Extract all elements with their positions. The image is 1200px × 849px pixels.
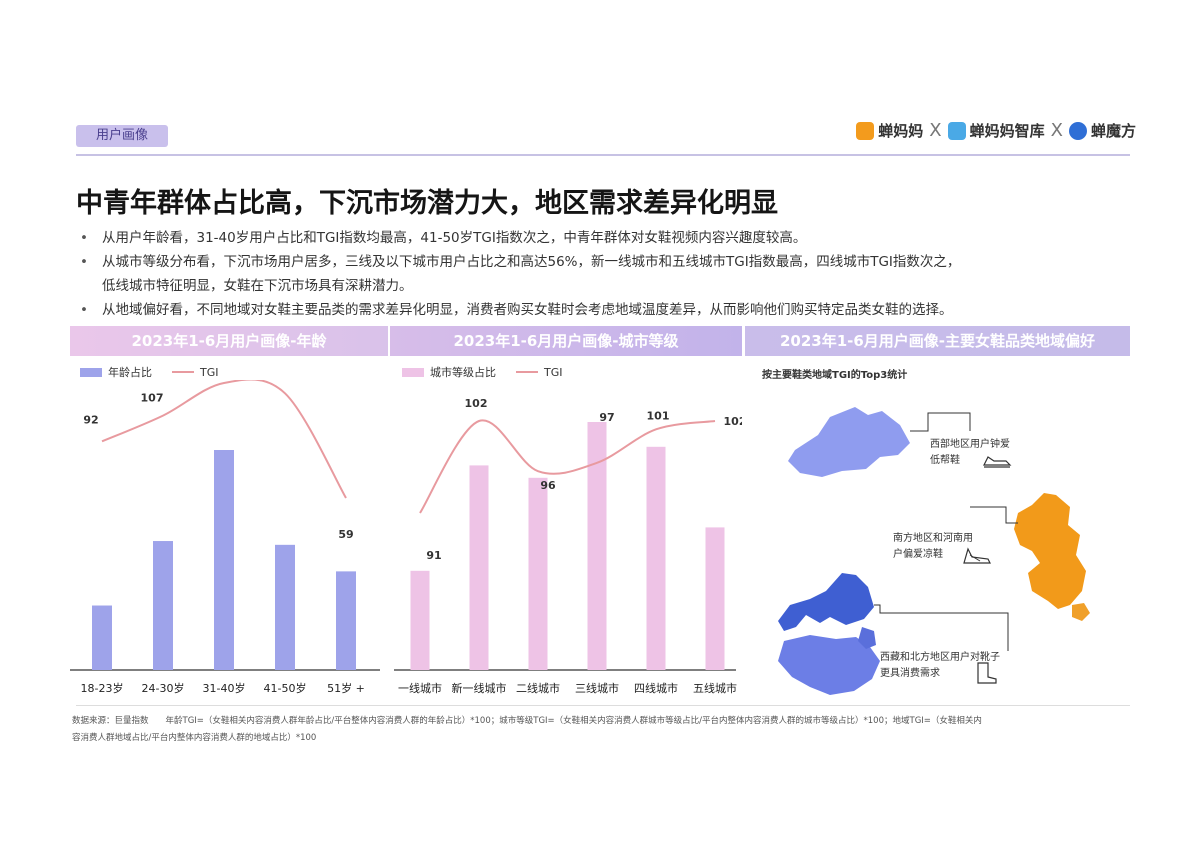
age-bar-4	[275, 544, 295, 670]
age-bar-3	[214, 450, 234, 670]
city-legend-line-swatch	[516, 371, 538, 373]
age-tick-label-1: 18-23岁	[81, 681, 124, 695]
region-map	[778, 407, 1090, 695]
band-region: 2023年1-6月用户画像-主要女鞋品类地域偏好	[745, 326, 1130, 356]
zhiku-logo-icon	[947, 121, 966, 140]
bullet-age: 从用户年龄看，31-40岁用户占比和TGI指数均最高，41-50岁TGI指数次之…	[76, 226, 1146, 250]
city-bar-2	[469, 465, 489, 670]
city-tgi-label-2: 102	[465, 397, 488, 410]
age-tick-label-2: 24-30岁	[142, 681, 185, 695]
age-tick-label-4: 41-50岁	[264, 681, 307, 695]
age-legend: 年龄占比 TGI	[80, 364, 219, 380]
callout-line-north	[874, 604, 1009, 651]
boot-icon	[977, 662, 997, 684]
city-tgi-label-5: 101	[647, 409, 670, 422]
map-north-east-patch	[858, 627, 876, 649]
brand-sep-1: X	[929, 120, 942, 141]
age-tgi-label-5: 59	[338, 528, 353, 541]
callout-line-south	[970, 506, 1018, 524]
city-tgi-label-3: 96	[540, 479, 556, 492]
brand-chanmama: 蝉妈妈	[878, 122, 924, 140]
footnote-line-1: 数据来源：巨量指数 年龄TGI=（女鞋相关内容消费人群年龄占比/平台整体内容消费…	[72, 716, 982, 726]
age-tgi-line	[101, 380, 347, 499]
city-bar-1	[410, 570, 430, 670]
age-tick-label-5: 51岁 +	[327, 681, 365, 695]
city-tgi-label-4: 97	[599, 411, 614, 424]
age-tgi-label-1: 92	[83, 413, 98, 426]
brand-zhiku: 蝉妈妈智库	[969, 122, 1045, 140]
city-tick-label-5: 四线城市	[634, 681, 678, 695]
city-tick-label-3: 二线城市	[516, 681, 560, 695]
chanmama-logo-icon	[856, 121, 875, 140]
low-shoe-icon	[983, 456, 1012, 468]
age-tick-label-3: 31-40岁	[203, 681, 246, 695]
age-tgi-label-4: 120	[276, 380, 299, 382]
city-tick-label-4: 三线城市	[575, 681, 619, 695]
map-tibet-region	[778, 635, 880, 695]
city-bar-4	[587, 422, 607, 670]
footer-divider	[76, 705, 1130, 706]
section-tag: 用户画像	[76, 125, 168, 147]
city-tgi-label-6: 102	[724, 415, 742, 428]
city-bar-6	[705, 527, 725, 670]
chanmofang-logo-icon	[1068, 121, 1087, 140]
age-legend-bar-swatch	[80, 367, 102, 377]
city-bar-5	[646, 446, 666, 670]
band-age: 2023年1-6月用户画像-年龄	[70, 326, 388, 356]
city-legend-bar-swatch	[402, 367, 424, 377]
band-city: 2023年1-6月用户画像-城市等级	[390, 326, 742, 356]
header-divider	[76, 154, 1130, 156]
city-tick-label-6: 五线城市	[693, 681, 737, 695]
map-subtitle: 按主要鞋类地域TGI的Top3统计	[762, 370, 908, 381]
bullet-region: 从地域偏好看，不同地域对女鞋主要品类的需求差异化明显，消费者购买女鞋时会考虑地域…	[76, 298, 1146, 322]
age-bar-2	[153, 541, 173, 670]
callout-line-west	[910, 412, 971, 432]
brand-chanmofang: 蝉魔方	[1090, 122, 1136, 140]
callout-south: 南方地区和河南用户偏爱凉鞋	[893, 533, 973, 560]
city-tick-label-2: 新一线城市	[452, 681, 507, 695]
bullet-city: 从城市等级分布看，下沉市场用户居多，三线及以下城市用户占比之和高达56%，新一线…	[76, 250, 1146, 274]
city-tgi-line	[419, 419, 716, 514]
age-bar-1	[92, 605, 112, 670]
callout-north: 西藏和北方地区用户对靴子更具消费需求	[880, 652, 1000, 679]
map-south-island	[1072, 603, 1090, 621]
map-south-region	[1014, 493, 1086, 609]
age-legend-line-label: TGI	[200, 365, 219, 379]
bullet-city-cont: 低线城市特征明显，女鞋在下沉市场具有深耕潜力。	[102, 278, 413, 294]
age-tgi-label-2: 107	[141, 392, 164, 405]
brand-logos: 蝉妈妈 X 蝉妈妈智库 X 蝉魔方	[856, 120, 1136, 141]
age-legend-bar-label: 年龄占比	[108, 366, 152, 379]
city-bar-3	[528, 477, 548, 670]
brand-sep-2: X	[1050, 120, 1063, 141]
city-legend-bar-label: 城市等级占比	[430, 366, 496, 379]
sandal-icon	[963, 547, 991, 564]
city-legend: 城市等级占比 TGI	[402, 364, 563, 380]
city-tgi-label-1: 91	[426, 549, 441, 562]
map-west-region	[788, 407, 910, 477]
city-legend-line-label: TGI	[544, 365, 563, 379]
footnote: 数据来源：巨量指数 年龄TGI=（女鞋相关内容消费人群年龄占比/平台整体内容消费…	[72, 713, 1132, 747]
footnote-line-2: 容消费人群地域占比/平台内整体内容消费人群的地域占比）*100	[72, 733, 317, 743]
city-tick-label-1: 一线城市	[398, 681, 442, 695]
page-title: 中青年群体占比高，下沉市场潜力大，地区需求差异化明显	[76, 188, 778, 219]
summary-bullets: 从用户年龄看，31-40岁用户占比和TGI指数均最高，41-50岁TGI指数次之…	[76, 226, 1146, 322]
callout-west: 西部地区用户钟爱低帮鞋	[930, 439, 1010, 466]
age-bar-5	[336, 571, 356, 670]
map-north-region	[778, 573, 874, 631]
age-legend-line-swatch	[172, 371, 194, 373]
